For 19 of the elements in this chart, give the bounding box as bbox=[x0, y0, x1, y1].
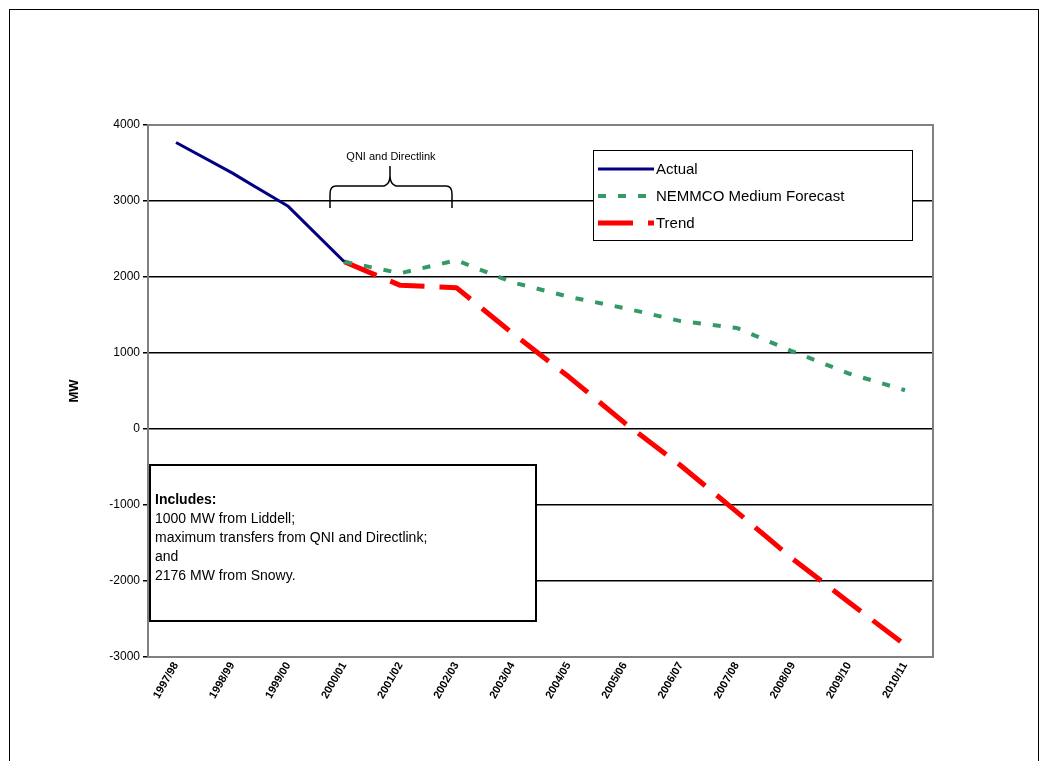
y-tick-label: -1000 bbox=[109, 497, 141, 512]
legend-label: Actual bbox=[656, 160, 698, 177]
y-tick-label: -3000 bbox=[109, 649, 141, 664]
y-tick-label: -2000 bbox=[109, 573, 141, 588]
y-tick-label: 0 bbox=[133, 421, 141, 436]
y-tick-label: 2000 bbox=[113, 269, 141, 284]
legend-label: NEMMCO Medium Forecast bbox=[656, 187, 845, 204]
y-tick-label: 1000 bbox=[113, 345, 141, 360]
annotation: QNI and Directlink bbox=[345, 150, 437, 162]
annotation: 2176 MW from Snowy. bbox=[155, 566, 297, 585]
y-tick-label: 4000 bbox=[113, 117, 141, 132]
line-series bbox=[342, 258, 907, 393]
legend-label: Trend bbox=[656, 214, 695, 231]
annotation: 1000 MW from Liddell; bbox=[155, 509, 297, 528]
y-tick-label: 3000 bbox=[113, 193, 141, 208]
annotation: maximum transfers from QNI and Directlink; bbox=[155, 528, 429, 547]
y-axis-title: MW bbox=[66, 378, 82, 403]
annotation: and bbox=[155, 547, 180, 566]
annotation: Includes: bbox=[155, 490, 218, 509]
